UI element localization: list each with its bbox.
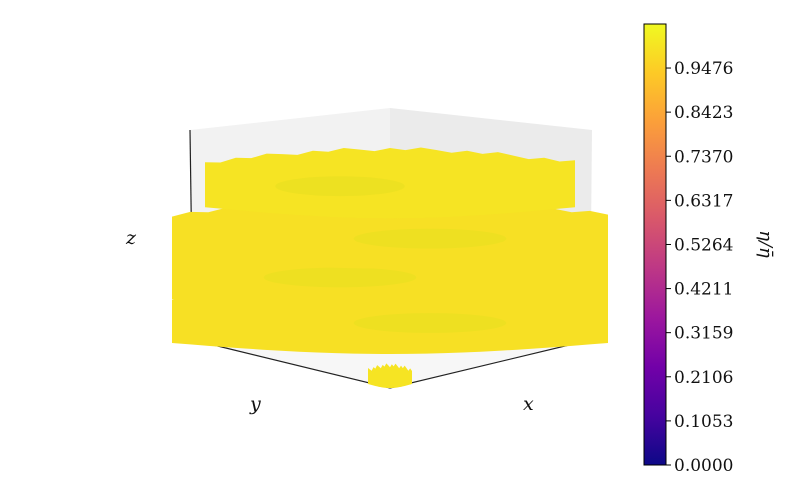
volume-layer-shade xyxy=(263,267,417,288)
colorbar-tick-label: 0.2106 xyxy=(674,368,733,388)
volume-layer-shade xyxy=(275,176,405,197)
y-axis-label: y xyxy=(249,393,261,415)
y-axis-line xyxy=(192,339,391,389)
volume-layer-shade xyxy=(353,228,507,249)
colorbar-tick-label: 0.5264 xyxy=(674,235,733,255)
x-axis-line xyxy=(389,339,591,389)
volume-layer xyxy=(172,199,608,269)
colorbar-tick-label: 0.4211 xyxy=(674,280,733,300)
colorbar-tick-label: 0.7370 xyxy=(674,147,733,167)
volume-layer xyxy=(368,363,412,388)
colorbar: 0.0000 0.1053 0.2106 0.3159 0.4211 0.5264 0.63… xyxy=(643,23,776,476)
colorbar-ticks: 0.0000 0.1053 0.2106 0.3159 0.4211 0.5264 0.63… xyxy=(666,59,733,476)
colorbar-bar xyxy=(643,23,667,466)
colorbar-tick-label: 0.0000 xyxy=(674,456,733,476)
volume-layer xyxy=(205,147,575,219)
colorbar-tick-label: 0.8423 xyxy=(674,103,733,123)
volume-layers xyxy=(172,147,608,388)
colorbar-tick-label: 0.1053 xyxy=(674,412,733,432)
colorbar-label: η/η̄ xyxy=(755,230,776,258)
colorbar-tick-label: 0.9476 xyxy=(674,59,733,79)
volume-layer-surface xyxy=(368,363,412,388)
colorbar-tick-label: 0.6317 xyxy=(674,191,733,211)
volume-layer-shade xyxy=(353,313,507,333)
z-axis-label: z xyxy=(125,227,137,249)
colorbar-tick-label: 0.3159 xyxy=(674,324,733,344)
x-axis-label: x xyxy=(523,393,534,415)
